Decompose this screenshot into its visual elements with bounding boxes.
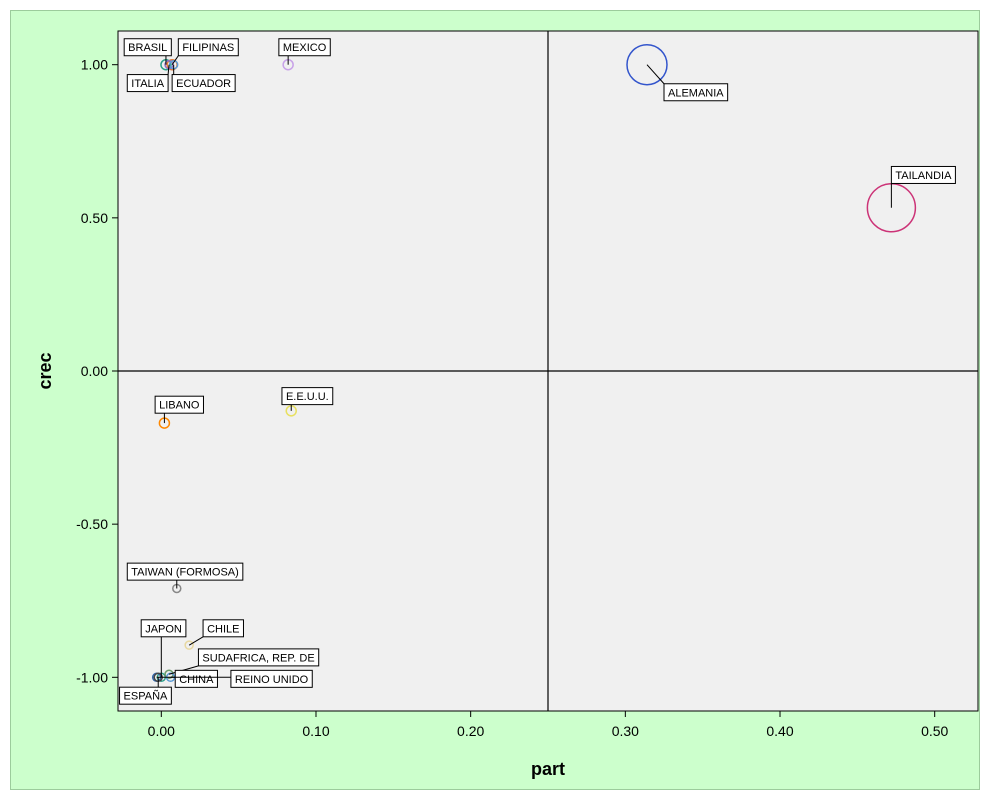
data-point — [626, 43, 668, 86]
label-box — [171, 74, 236, 93]
leader-line — [171, 55, 179, 65]
point-label-text: JAPON — [145, 623, 182, 635]
leader-line — [167, 64, 170, 75]
point-label: ECUADOR — [171, 64, 236, 93]
x-axis: 0.00 0.10 0.20 0.30 0.40 0.50 — [148, 711, 949, 739]
x-tick-label: 0.10 — [302, 723, 329, 739]
point-label-text: ITALIA — [131, 78, 164, 90]
data-point — [184, 640, 194, 650]
label-box — [890, 165, 956, 184]
y-tick-label: -0.50 — [76, 516, 108, 532]
label-box — [663, 83, 729, 102]
point-label-text: E.E.U.U. — [286, 391, 329, 403]
point-label: ESPAÑA — [119, 677, 172, 705]
reference-lines — [118, 31, 978, 711]
y-axis-title: crec — [35, 352, 55, 389]
point-label-text: FILIPINAS — [182, 42, 234, 54]
y-axis: 1.00 0.50 0.00 -0.50 -1.00 — [76, 57, 118, 685]
y-tick-label: 1.00 — [81, 57, 108, 73]
point-label-text: LIBANO — [159, 400, 200, 412]
scatter-chart: 0.00 0.10 0.20 0.30 0.40 0.50 1.00 0.50 0.00 -0.… — [35, 30, 979, 779]
x-axis-title: part — [531, 759, 565, 779]
point-label-text: SUDAFRICA, REP. DE — [202, 652, 314, 664]
point-label: MEXICO — [278, 38, 331, 65]
x-tick-label: 0.20 — [457, 723, 484, 739]
label-box — [202, 619, 244, 638]
label-box — [126, 74, 169, 93]
point-label-text: REINO UNIDO — [235, 674, 309, 686]
point-label: LIBANO — [154, 395, 204, 424]
x-tick-label: 0.00 — [148, 723, 175, 739]
label-box — [174, 669, 218, 688]
point-label-text: CHINA — [179, 674, 214, 686]
point-label-text: BRASIL — [128, 42, 167, 54]
leader-line — [646, 64, 665, 85]
point-label: ITALIA — [126, 64, 170, 93]
point-label: ALEMANIA — [646, 64, 729, 102]
point-labels: BRASIL FILIPINAS ITALIA ECUADOR MEXICO ALEMAN… — [119, 38, 956, 705]
point-label: TAILANDIA — [890, 165, 956, 208]
label-box — [140, 619, 187, 638]
label-box — [119, 686, 172, 705]
point-label-text: TAIWAN (FORMOSA) — [131, 567, 239, 579]
point-label: JAPON — [140, 619, 187, 678]
y-tick-label: 0.50 — [81, 210, 108, 226]
point-label-text: ALEMANIA — [668, 87, 724, 99]
point-label: BRASIL — [123, 38, 172, 65]
label-box — [177, 38, 239, 57]
point-label-text: MEXICO — [283, 42, 327, 54]
y-tick-label: -1.00 — [76, 669, 108, 685]
x-tick-label: 0.50 — [921, 723, 948, 739]
point-label-text: TAILANDIA — [895, 170, 952, 182]
label-box — [197, 648, 320, 667]
label-box — [154, 395, 204, 414]
label-box — [230, 669, 313, 688]
leader-line — [188, 636, 204, 646]
point-label-text: ESPAÑA — [124, 690, 168, 703]
point-label: REINO UNIDO — [170, 669, 313, 688]
label-box — [278, 38, 331, 57]
label-box — [126, 562, 244, 581]
point-label: SUDAFRICA, REP. DE — [168, 648, 320, 675]
point-label-text: CHILE — [207, 623, 239, 635]
x-tick-label: 0.30 — [612, 723, 639, 739]
label-box — [281, 387, 334, 406]
point-label: E.E.U.U. — [281, 387, 334, 411]
point-label-text: ECUADOR — [176, 78, 231, 90]
chart-frame: 0.00 0.10 0.20 0.30 0.40 0.50 1.00 0.50 0.00 -0.… — [10, 10, 980, 790]
point-label: FILIPINAS — [171, 38, 239, 65]
y-tick-label: 0.00 — [81, 363, 108, 379]
label-box — [123, 38, 172, 57]
point-label: CHILE — [188, 619, 244, 646]
point-label: TAIWAN (FORMOSA) — [126, 562, 244, 589]
x-tick-label: 0.40 — [766, 723, 793, 739]
